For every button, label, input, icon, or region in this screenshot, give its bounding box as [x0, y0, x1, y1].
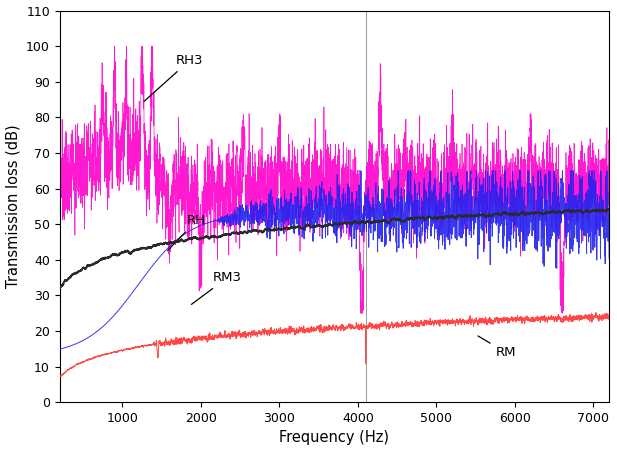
Text: RM: RM [478, 336, 516, 359]
Text: RH: RH [168, 214, 206, 251]
X-axis label: Frequency (Hz): Frequency (Hz) [280, 430, 389, 446]
Y-axis label: Transmission loss (dB): Transmission loss (dB) [6, 124, 20, 288]
Text: RH3: RH3 [144, 54, 204, 101]
Text: RM3: RM3 [191, 271, 242, 304]
